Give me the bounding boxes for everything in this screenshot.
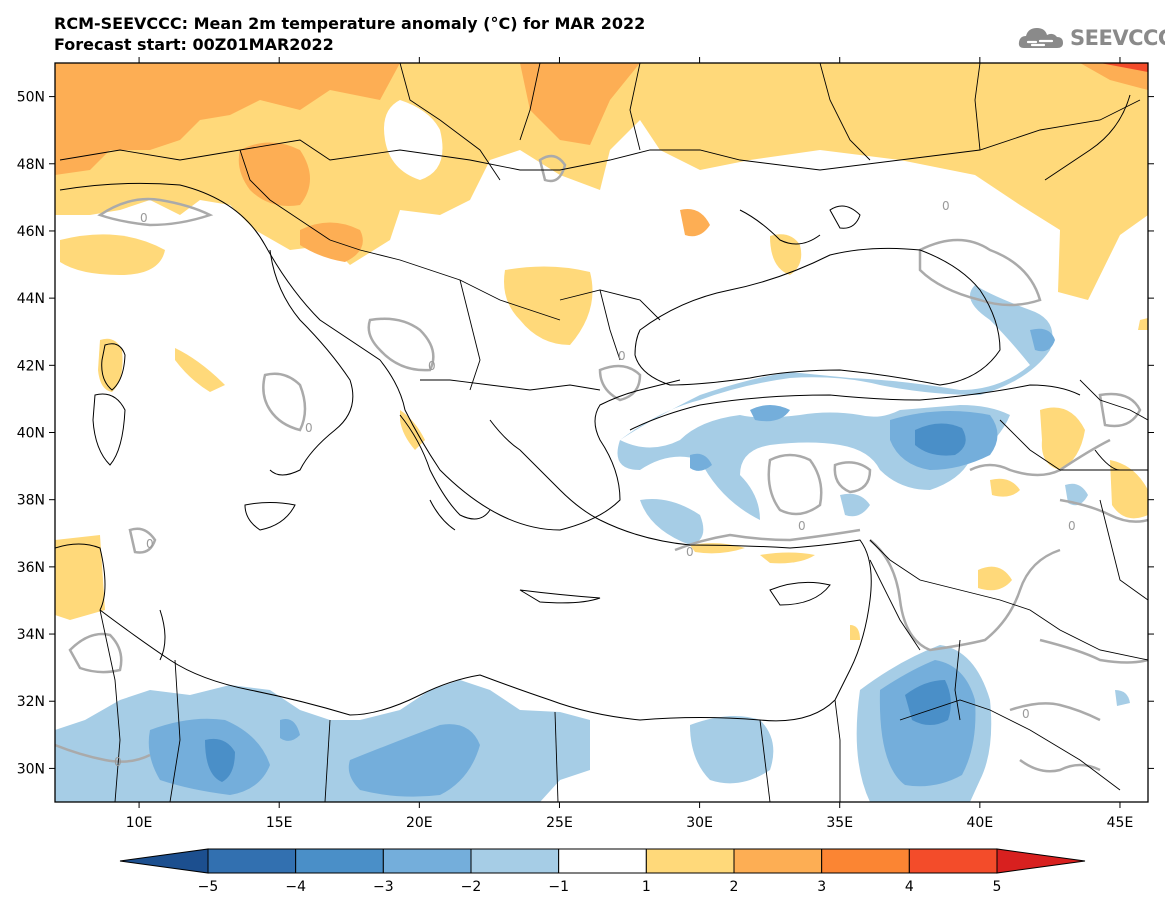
lon-tick-label: 40E <box>967 815 994 831</box>
country-borders <box>59 63 1148 802</box>
lat-tick-label: 32N <box>17 694 45 710</box>
contour-label: 0 <box>114 755 122 769</box>
lat-tick-label: 46N <box>17 224 45 240</box>
lat-tick-label: 42N <box>17 358 45 374</box>
strong-warm-anomaly-areas <box>55 63 1148 262</box>
lat-tick-label: 30N <box>17 761 45 777</box>
colorbar-segment <box>470 848 560 874</box>
contour-label: 0 <box>428 359 436 373</box>
lon-tick-label: 35E <box>826 815 853 831</box>
lon-tick-label: 10E <box>126 815 153 831</box>
colorbar-label: −5 <box>198 879 219 895</box>
contour-label: 0 <box>618 349 626 363</box>
seevccc-logo: SEEVCCC <box>1018 22 1165 56</box>
lat-tick-label: 40N <box>17 426 45 442</box>
contour-label: 0 <box>146 537 154 551</box>
colorbar-segment <box>558 848 647 874</box>
latitude-axis: 50N 48N 46N 44N 42N 40N 38N 36N 34N 32N 30N <box>17 90 1154 777</box>
contour-label: 0 <box>686 545 694 559</box>
colorbar-label: 2 <box>730 879 739 895</box>
colorbar-segment <box>733 848 823 874</box>
colorbar-segment <box>908 848 998 874</box>
contour-label: 0 <box>1068 519 1076 533</box>
contour-label: 0 <box>798 519 806 533</box>
coastlines <box>55 94 1131 722</box>
colorbar-label: −2 <box>461 879 482 895</box>
contour-labels: 0 0 0 0 0 0 0 0 0 0 0 <box>114 199 1076 769</box>
lon-tick-label: 15E <box>266 815 293 831</box>
colorbar-segment <box>645 848 735 874</box>
lat-tick-label: 50N <box>17 90 45 106</box>
lon-tick-label: 45E <box>1107 815 1134 831</box>
contour-label: 0 <box>1022 707 1030 721</box>
colorbar-label: 4 <box>905 879 914 895</box>
map-title: RCM-SEEVCCC: Mean 2m temperature anomaly… <box>54 14 646 33</box>
lat-tick-label: 38N <box>17 493 45 509</box>
colorbar-label: 5 <box>993 879 1002 895</box>
lat-tick-label: 34N <box>17 627 45 643</box>
colorbar-label: −4 <box>285 879 306 895</box>
map-panel: 0 0 0 0 0 0 0 0 0 0 0 <box>55 63 1148 802</box>
lat-tick-label: 36N <box>17 560 45 576</box>
lon-tick-label: 20E <box>406 815 433 831</box>
colorbar-label: 3 <box>817 879 826 895</box>
lat-tick-label: 44N <box>17 291 45 307</box>
colorbar-min-arrow <box>119 848 209 874</box>
contour-label: 0 <box>305 421 313 435</box>
colorbar-segment <box>382 848 472 874</box>
colorbar-segment <box>207 848 297 874</box>
contour-label: 0 <box>942 199 950 213</box>
contour-label: 0 <box>140 211 148 225</box>
forecast-start-subtitle: Forecast start: 00Z01MAR2022 <box>54 35 334 54</box>
colorbar: −5 −4 −3 −2 −1 1 2 3 4 5 <box>119 848 1086 895</box>
cloud-icon <box>1018 28 1063 48</box>
colorbar-segment <box>295 848 384 874</box>
lat-tick-label: 48N <box>17 157 45 173</box>
colorbar-label: −1 <box>548 879 569 895</box>
lon-tick-label: 25E <box>546 815 573 831</box>
lon-tick-label: 30E <box>686 815 713 831</box>
logo-text: SEEVCCC <box>1070 26 1165 50</box>
zero-contour-lines <box>55 154 1148 773</box>
colorbar-label: 1 <box>642 879 651 895</box>
strong-cold-anomaly-areas <box>205 423 966 782</box>
colorbar-max-arrow <box>996 848 1086 874</box>
colorbar-segment <box>821 848 910 874</box>
colorbar-label: −3 <box>373 879 394 895</box>
longitude-axis: 10E 15E 20E 25E 30E 35E 40E 45E <box>126 57 1134 831</box>
hot-anomaly-area <box>1100 63 1148 72</box>
